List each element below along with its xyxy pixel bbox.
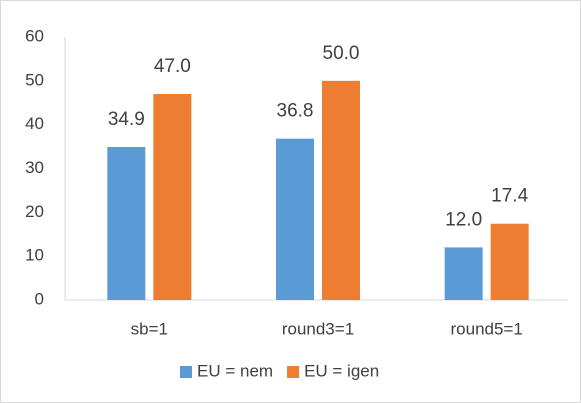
bar [276, 138, 314, 300]
x-tick-label: round5=1 [451, 319, 523, 338]
x-tick-label: sb=1 [131, 319, 168, 338]
x-tick-label: round3=1 [282, 319, 354, 338]
legend-swatch [180, 366, 192, 378]
value-label: 36.8 [277, 101, 314, 122]
legend-swatch [287, 366, 300, 378]
legend-label: EU = nem [197, 361, 273, 380]
y-tick-label: 0 [35, 289, 44, 308]
value-label: 12.0 [445, 209, 482, 230]
legend-label: EU = igen [304, 361, 379, 380]
y-tick-label: 60 [25, 26, 44, 45]
y-tick-label: 40 [25, 114, 44, 133]
y-tick-label: 30 [25, 158, 44, 177]
bar [107, 147, 146, 300]
value-label: 47.0 [154, 56, 191, 77]
y-tick-label: 50 [25, 70, 44, 89]
value-label: 17.4 [491, 186, 528, 207]
bar [322, 80, 360, 300]
bar [444, 247, 483, 300]
bar [490, 223, 529, 300]
y-tick-label: 20 [25, 202, 44, 221]
value-label: 34.9 [108, 109, 145, 130]
bar [153, 93, 192, 300]
y-tick-label: 10 [25, 246, 44, 265]
value-label: 50.0 [323, 43, 360, 64]
